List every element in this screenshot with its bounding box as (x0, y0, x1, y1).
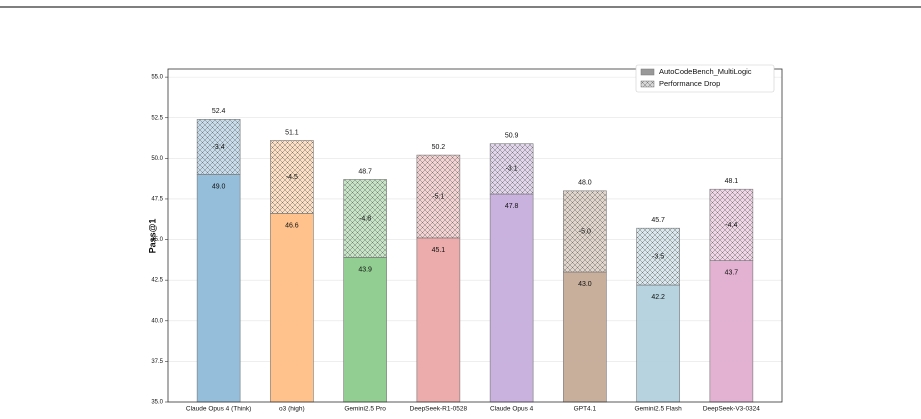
bar-base (563, 271, 607, 403)
bar-base (709, 260, 754, 403)
bar-base (416, 237, 461, 403)
y-tick-label: 50.0 (151, 156, 163, 162)
bar-base (270, 213, 314, 403)
total-label: 48.0 (578, 180, 592, 187)
hatch (416, 155, 460, 238)
hatch (563, 190, 607, 273)
legend-label: Performance Drop (659, 79, 720, 88)
bar-base (343, 257, 387, 403)
value-label: 46.6 (285, 222, 299, 229)
value-label: 47.8 (505, 203, 519, 210)
value-label: -4.4 (725, 222, 737, 229)
y-axis-label: Pass@1 (147, 219, 157, 254)
value-label: -5.0 (579, 228, 591, 235)
value-label: -3.4 (213, 144, 225, 151)
value-label: 49.0 (212, 183, 226, 190)
x-tick-label: Claude Opus 4 (Think) (186, 406, 251, 413)
plot-frame (167, 68, 783, 403)
legend-label: AutoCodeBench_MultiLogic (659, 67, 752, 76)
y-tick-label: 52.5 (151, 115, 163, 121)
legend-box (635, 64, 775, 93)
legend-hatch (641, 81, 654, 87)
total-label: 52.4 (212, 108, 226, 115)
y-tick-label: 37.5 (151, 359, 163, 365)
total-label: 51.1 (285, 129, 299, 136)
hatch (709, 189, 753, 261)
hatch (490, 143, 534, 195)
hatch (343, 179, 387, 258)
value-label: 43.9 (358, 266, 372, 273)
legend-swatch (640, 68, 655, 76)
y-tick-label: 47.5 (151, 197, 163, 203)
x-tick-label: Claude Opus 4 (490, 406, 534, 413)
total-label: 48.7 (358, 168, 372, 175)
total-label: 48.1 (725, 178, 739, 185)
value-label: -4.5 (286, 174, 298, 181)
x-tick-label: Gemini2.5 Pro (344, 406, 386, 413)
x-tick-label: o3 (high) (279, 406, 305, 413)
total-label: 50.9 (505, 133, 519, 140)
value-label: -3.1 (506, 166, 518, 173)
hatch (636, 228, 680, 286)
x-tick-label: DeepSeek-R1-0528 (410, 406, 468, 413)
bar-base (196, 174, 241, 403)
y-tick-label: 45.0 (151, 237, 163, 243)
total-label: 45.7 (651, 217, 665, 224)
y-tick-label: 35.0 (151, 400, 163, 406)
x-tick-label: GPT4.1 (574, 406, 597, 413)
x-tick-label: Gemini2.5 Flash (634, 406, 682, 413)
y-tick-label: 40.0 (151, 318, 163, 324)
value-label: 43.7 (725, 270, 739, 277)
value-label: 45.1 (432, 247, 446, 254)
value-label: 42.2 (651, 294, 665, 301)
hatch (270, 140, 314, 214)
value-label: -5.1 (432, 193, 444, 200)
x-tick-label: DeepSeek-V3-0324 (703, 406, 760, 413)
value-label: 43.0 (578, 281, 592, 288)
value-label: -4.8 (359, 215, 371, 222)
total-label: 50.2 (432, 144, 446, 151)
y-tick-label: 55.0 (151, 75, 163, 81)
value-label: -3.5 (652, 253, 664, 260)
bar-base (636, 284, 680, 403)
y-tick-label: 42.5 (151, 278, 163, 284)
bar-base (489, 193, 534, 403)
hatch (197, 119, 241, 175)
